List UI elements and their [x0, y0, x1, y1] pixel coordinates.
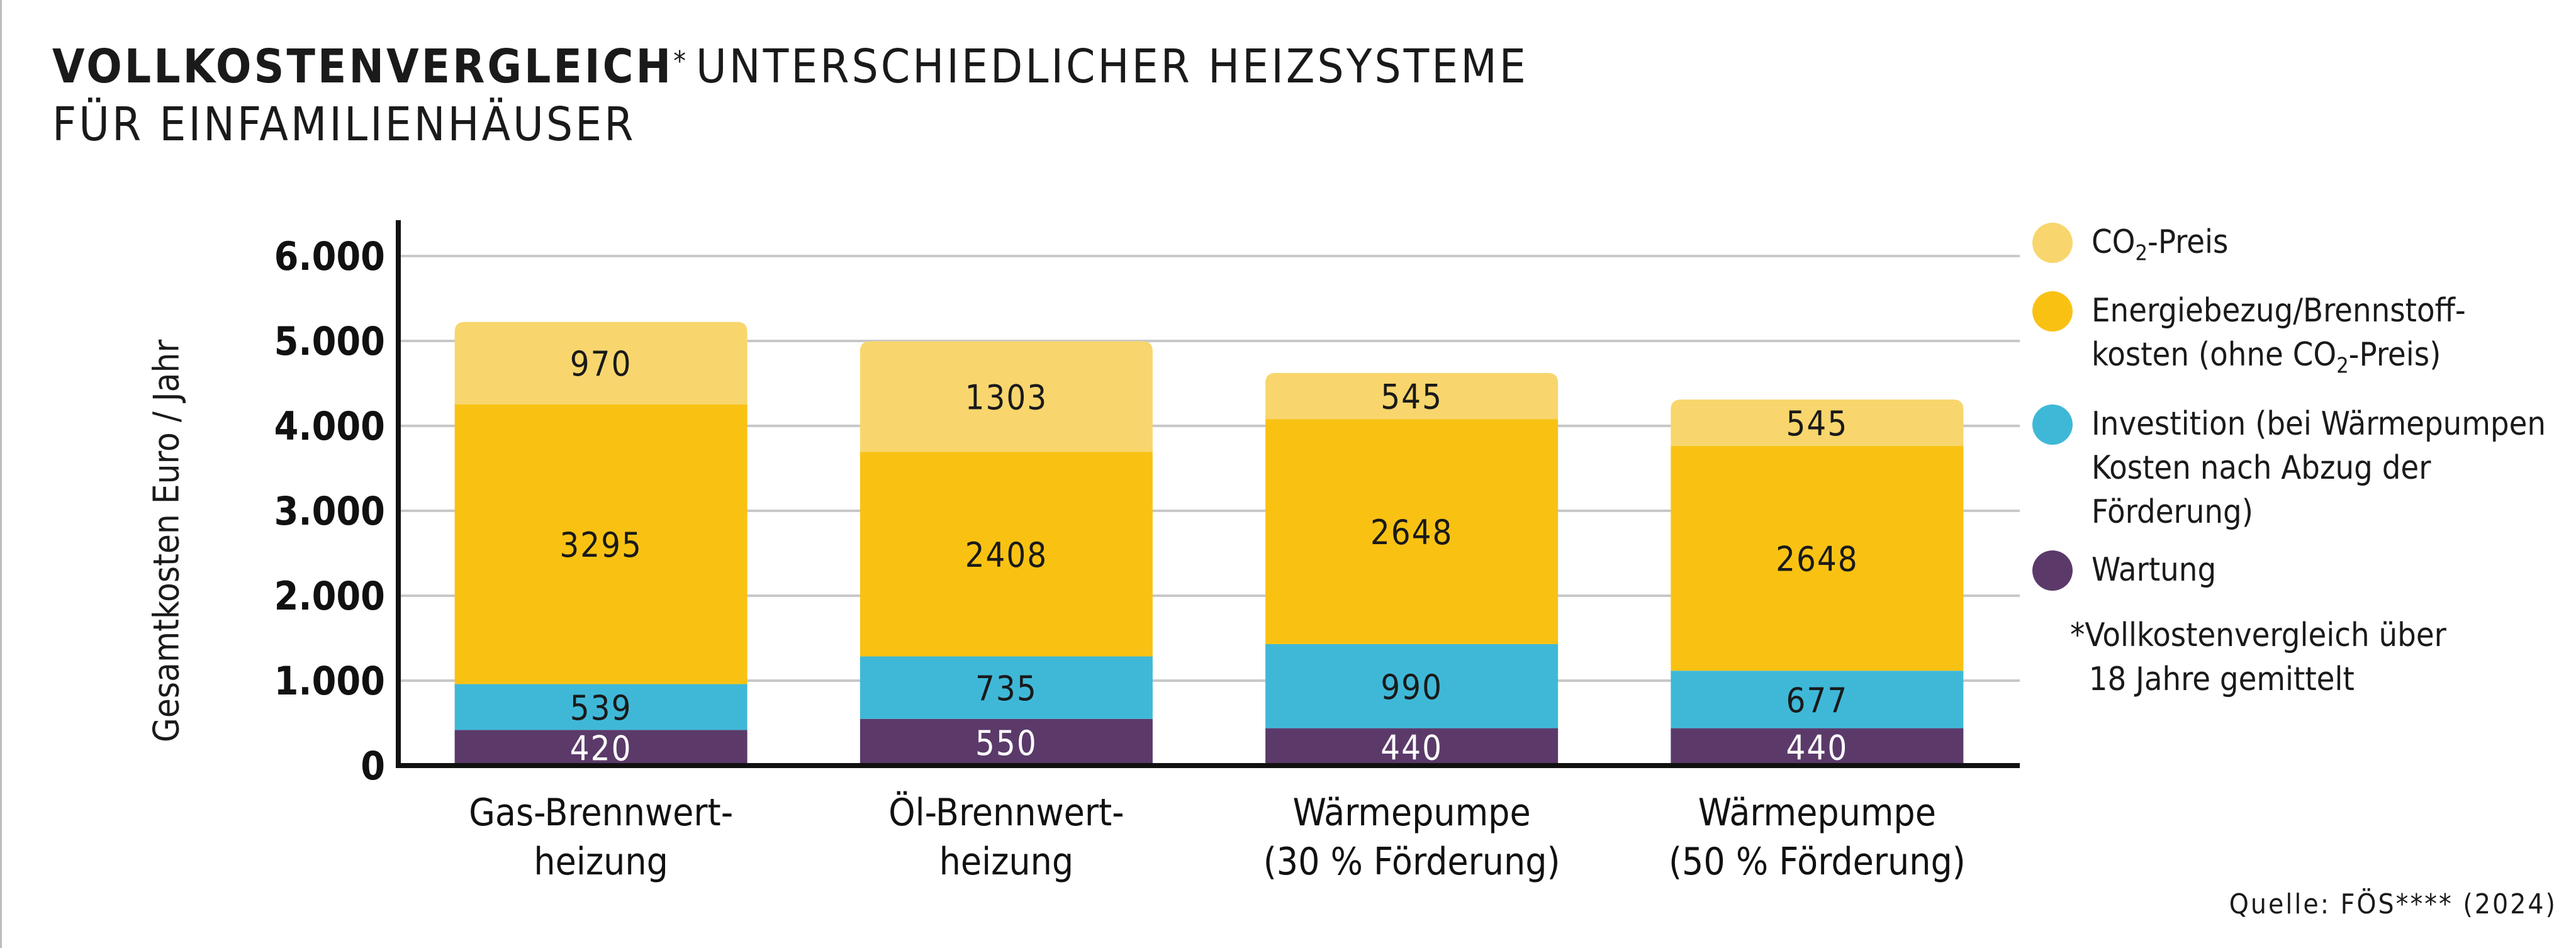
legend-item-wartung: Wartung: [2032, 548, 2561, 592]
data-label-energie: 3295: [559, 525, 642, 565]
title-star: *: [673, 45, 689, 77]
source-note: Quelle: FÖS**** (2024): [2229, 888, 2557, 920]
bar-segment-co2: [860, 341, 1153, 452]
data-label-wartung: 440: [1786, 728, 1849, 767]
data-label-wartung: 440: [1380, 728, 1443, 767]
legend-label-energie: Energiebezug/Brennstoff- kosten (ohne CO…: [2092, 292, 2466, 379]
legend-item-investition: Investition (bei Wärmepumpen Kosten nach…: [2032, 402, 2561, 534]
y-tick-label: 6.000: [274, 233, 385, 279]
data-label-investition: 735: [975, 669, 1038, 708]
x-category-label: Öl-Brennwert-heizung: [888, 790, 1124, 884]
x-category-label: Wärmepumpe (50 % Förderung): [1669, 791, 1966, 884]
y-tick-label: 2.000: [274, 573, 385, 619]
y-tick-label: 0: [361, 743, 385, 789]
data-label-investition: 990: [1380, 667, 1443, 707]
bar-segment-wartung: [1671, 728, 1964, 766]
bar-segment-energie: [860, 452, 1153, 657]
title-line-2: FÜR EINFAMILIENHÄUSER: [52, 98, 636, 152]
data-label-co2: 970: [570, 344, 632, 384]
data-label-co2: 1303: [965, 377, 1048, 417]
y-tick-label: 3.000: [274, 488, 385, 534]
data-label-energie: 2648: [1776, 539, 1859, 579]
footnote: *Vollkostenvergleich über 18 Jahre gemit…: [2070, 616, 2446, 698]
bar-segment-co2: [1671, 399, 1964, 446]
y-tick-label: 1.000: [274, 658, 385, 704]
legend-item-co2: CO2-Preis: [2032, 220, 2561, 275]
title-bold: VOLLKOSTENVERGLEICH: [52, 40, 674, 94]
data-label-energie: 2648: [1370, 513, 1453, 552]
bar-segment-energie: [1265, 419, 1559, 644]
chart-title: VOLLKOSTENVERGLEICH* UNTERSCHIEDLICHER HE…: [52, 38, 1528, 153]
bar-segment-energie: [1671, 445, 1964, 671]
legend-swatch-investition: [2032, 404, 2073, 445]
bar-segment-wartung: [454, 730, 748, 766]
legend-label-wartung: Wartung: [2092, 550, 2217, 589]
data-label-wartung: 550: [975, 723, 1038, 763]
data-label-investition: 677: [1786, 681, 1849, 720]
y-tick-label: 4.000: [274, 403, 385, 449]
legend-swatch-co2: [2032, 223, 2073, 263]
bar-segment-wartung: [1265, 728, 1559, 766]
x-category-label: Gas-Brennwert-heizung: [469, 791, 733, 884]
data-label-co2: 545: [1380, 377, 1443, 417]
data-label-energie: 2408: [965, 535, 1048, 575]
bar-segment-co2: [454, 321, 748, 404]
legend-item-energie: Energiebezug/Brennstoff- kosten (ohne CO…: [2032, 289, 2561, 388]
y-tick-label: 5.000: [274, 318, 385, 364]
x-category-label: Wärmepumpe (30 % Förderung): [1263, 791, 1560, 884]
legend-label-co2: CO2-Preis: [2092, 223, 2229, 266]
bar-segment-energie: [454, 404, 748, 684]
data-label-wartung: 420: [570, 729, 632, 769]
bar-segment-investition: [1671, 671, 1964, 728]
bar-segment-investition: [454, 684, 748, 730]
legend: CO2-Preis Energiebezug/Brennstoff- koste…: [2032, 220, 2561, 606]
bar-segment-investition: [1265, 644, 1559, 728]
legend-swatch-wartung: [2032, 550, 2073, 591]
data-label-investition: 539: [570, 688, 632, 728]
data-label-co2: 545: [1786, 404, 1849, 443]
title-line-1: VOLLKOSTENVERGLEICH* UNTERSCHIEDLICHER HE…: [52, 38, 1528, 96]
title-rest: UNTERSCHIEDLICHER HEIZSYSTEME: [696, 40, 1528, 94]
bar-segment-co2: [1265, 372, 1559, 420]
bar-segment-investition: [860, 656, 1153, 719]
legend-swatch-energie: [2032, 291, 2073, 332]
bar-segment-wartung: [860, 718, 1153, 766]
legend-label-investition: Investition (bei Wärmepumpen Kosten nach…: [2092, 404, 2546, 531]
left-edge-rule: [0, 0, 2, 948]
